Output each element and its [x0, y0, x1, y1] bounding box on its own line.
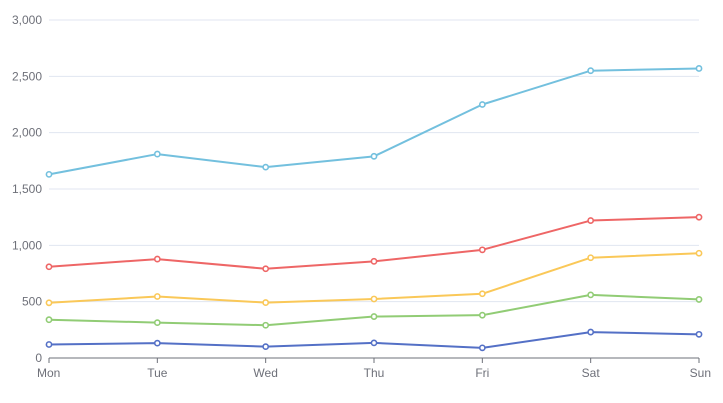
series-5-point[interactable]: [370, 152, 378, 160]
series-5-point[interactable]: [45, 170, 53, 178]
series-group: [45, 65, 703, 352]
series-3-point[interactable]: [478, 290, 486, 298]
series-2-point[interactable]: [695, 296, 703, 303]
series-1-point[interactable]: [45, 341, 53, 348]
x-tick-label: Wed: [253, 366, 277, 380]
series-3-point[interactable]: [370, 295, 378, 303]
series-3-point[interactable]: [262, 299, 270, 306]
series-2-point[interactable]: [587, 291, 595, 299]
series-4-point[interactable]: [587, 217, 595, 224]
series-1-point[interactable]: [478, 344, 486, 352]
series-4-point[interactable]: [45, 263, 53, 271]
y-tick-label: 1,500: [12, 182, 42, 196]
y-tick-label: 1,000: [12, 238, 42, 252]
y-tick-label: 2,000: [12, 126, 42, 140]
y-tick-label: 3,000: [12, 13, 42, 27]
series-2-point[interactable]: [478, 311, 486, 319]
series-5-point[interactable]: [262, 163, 270, 171]
series-4-point[interactable]: [478, 246, 486, 254]
series-4-point[interactable]: [370, 257, 378, 265]
series-3-point[interactable]: [695, 249, 703, 257]
series-2-point[interactable]: [45, 316, 53, 324]
y-tick-label: 2,500: [12, 69, 42, 83]
series-5-point[interactable]: [478, 101, 486, 108]
x-tick-label: Sat: [582, 366, 601, 380]
series-2-point[interactable]: [370, 313, 378, 320]
series-1-point[interactable]: [587, 328, 595, 336]
x-tick-label: Sun: [690, 366, 711, 380]
series-5-point[interactable]: [695, 65, 703, 72]
y-tick-label: 0: [35, 351, 42, 365]
series-4-point[interactable]: [695, 213, 703, 221]
series-4-point[interactable]: [262, 265, 270, 273]
y-tick-label: 500: [22, 295, 42, 309]
series-5-point[interactable]: [587, 67, 595, 75]
series-1-point[interactable]: [695, 330, 703, 338]
series-1-point[interactable]: [262, 343, 270, 351]
series-2-point[interactable]: [153, 319, 161, 327]
x-axis: Mon Tue Wed Thu Fri Sat Sun: [37, 357, 711, 380]
x-tick-label: Fri: [475, 366, 489, 380]
x-tick-label: Thu: [364, 366, 385, 380]
y-grid: [49, 19, 699, 303]
series-2-point[interactable]: [262, 321, 270, 329]
series-1-point[interactable]: [370, 339, 378, 347]
series-1-point[interactable]: [153, 339, 161, 347]
series-3-point[interactable]: [153, 293, 161, 300]
series-4-point[interactable]: [153, 255, 161, 263]
x-tick-label: Mon: [37, 366, 60, 380]
series-3-point[interactable]: [587, 254, 595, 262]
y-axis-labels: 0 500 1,000 1,500 2,000 2,500 3,000: [12, 13, 42, 365]
x-tick-label: Tue: [147, 366, 168, 380]
series-5-point[interactable]: [153, 150, 161, 158]
series-3-point[interactable]: [45, 299, 53, 307]
